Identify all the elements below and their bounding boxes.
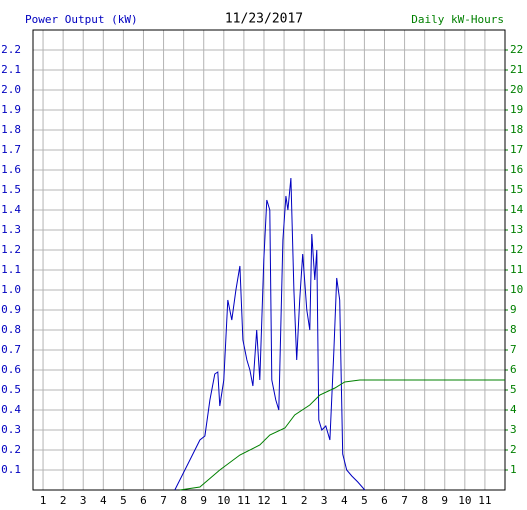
y-tick-label: 1.5 bbox=[1, 183, 21, 196]
y-tick-label: 0.3 bbox=[1, 423, 21, 436]
x-tick-label: 5 bbox=[120, 494, 127, 507]
y-tick-label: 0.1 bbox=[1, 463, 21, 476]
y-tick-label: 1.6 bbox=[1, 163, 21, 176]
x-tick-label: 9 bbox=[441, 494, 448, 507]
x-tick-label: 7 bbox=[160, 494, 167, 507]
y2-tick-label: 5 bbox=[510, 383, 517, 396]
x-tick-label: 1 bbox=[281, 494, 288, 507]
x-tick-label: 8 bbox=[180, 494, 187, 507]
y2-tick-label: 14 bbox=[510, 203, 524, 216]
y2-tick-label: 2 bbox=[510, 443, 517, 456]
y2-tick-label: 9 bbox=[510, 303, 517, 316]
y2-tick-label: 7 bbox=[510, 343, 517, 356]
x-tick-label: 9 bbox=[200, 494, 207, 507]
y2-tick-label: 11 bbox=[510, 263, 523, 276]
y-tick-label: 1.7 bbox=[1, 143, 21, 156]
y2-tick-label: 20 bbox=[510, 83, 523, 96]
series-line bbox=[174, 177, 366, 491]
y2-tick-label: 1 bbox=[510, 463, 517, 476]
y2-tick-label: 3 bbox=[510, 423, 517, 436]
x-tick-label: 6 bbox=[381, 494, 388, 507]
y2-tick-label: 18 bbox=[510, 123, 523, 136]
y-tick-label: 0.5 bbox=[1, 383, 21, 396]
x-tick-label: 12 bbox=[257, 494, 270, 507]
x-tick-label: 10 bbox=[458, 494, 471, 507]
y2-tick-label: 12 bbox=[510, 243, 523, 256]
x-tick-label: 3 bbox=[321, 494, 328, 507]
y-tick-label: 1.2 bbox=[1, 243, 21, 256]
y-tick-label: 0.8 bbox=[1, 323, 21, 336]
y2-tick-label: 21 bbox=[510, 63, 523, 76]
y-tick-label: 2.2 bbox=[1, 43, 21, 56]
y2-tick-label: 8 bbox=[510, 323, 517, 336]
x-tick-label: 8 bbox=[421, 494, 428, 507]
y-tick-label: 0.2 bbox=[1, 443, 21, 456]
x-tick-label: 11 bbox=[478, 494, 491, 507]
x-tick-label: 5 bbox=[361, 494, 368, 507]
chart-title: 11/23/2017 bbox=[225, 12, 303, 27]
y-tick-label: 0.4 bbox=[1, 403, 21, 416]
y-tick-label: 0.9 bbox=[1, 303, 21, 316]
x-tick-label: 3 bbox=[80, 494, 87, 507]
y2-tick-label: 17 bbox=[510, 143, 523, 156]
y-axis-title: Power Output (kW) bbox=[25, 13, 138, 26]
x-tick-label: 10 bbox=[217, 494, 230, 507]
x-tick-label: 11 bbox=[237, 494, 250, 507]
y2-axis-title: Daily kW-Hours bbox=[411, 13, 504, 26]
y2-tick-label: 19 bbox=[510, 103, 523, 116]
series-line bbox=[179, 379, 505, 491]
x-tick-label: 2 bbox=[301, 494, 308, 507]
y-tick-label: 1.1 bbox=[1, 263, 21, 276]
x-tick-label: 4 bbox=[341, 494, 348, 507]
y2-tick-label: 6 bbox=[510, 363, 517, 376]
y-tick-label: 1.9 bbox=[1, 103, 21, 116]
y2-tick-label: 13 bbox=[510, 223, 523, 236]
y-tick-label: 2.1 bbox=[1, 63, 21, 76]
x-tick-label: 2 bbox=[60, 494, 67, 507]
y-tick-label: 1.3 bbox=[1, 223, 21, 236]
x-tick-label: 6 bbox=[140, 494, 147, 507]
y-tick-label: 1.4 bbox=[1, 203, 21, 216]
plot-frame bbox=[32, 29, 506, 491]
y-tick-label: 2.0 bbox=[1, 83, 21, 96]
y2-tick-label: 15 bbox=[510, 183, 523, 196]
y-tick-label: 1.0 bbox=[1, 283, 21, 296]
x-tick-label: 4 bbox=[100, 494, 107, 507]
y-tick-label: 0.7 bbox=[1, 343, 21, 356]
y-tick-label: 0.6 bbox=[1, 363, 21, 376]
y2-tick-label: 22 bbox=[510, 43, 523, 56]
y2-tick-label: 4 bbox=[510, 403, 517, 416]
y-tick-label: 1.8 bbox=[1, 123, 21, 136]
x-tick-label: 1 bbox=[40, 494, 47, 507]
y2-tick-label: 10 bbox=[510, 283, 523, 296]
y2-tick-label: 16 bbox=[510, 163, 523, 176]
x-tick-label: 7 bbox=[401, 494, 408, 507]
